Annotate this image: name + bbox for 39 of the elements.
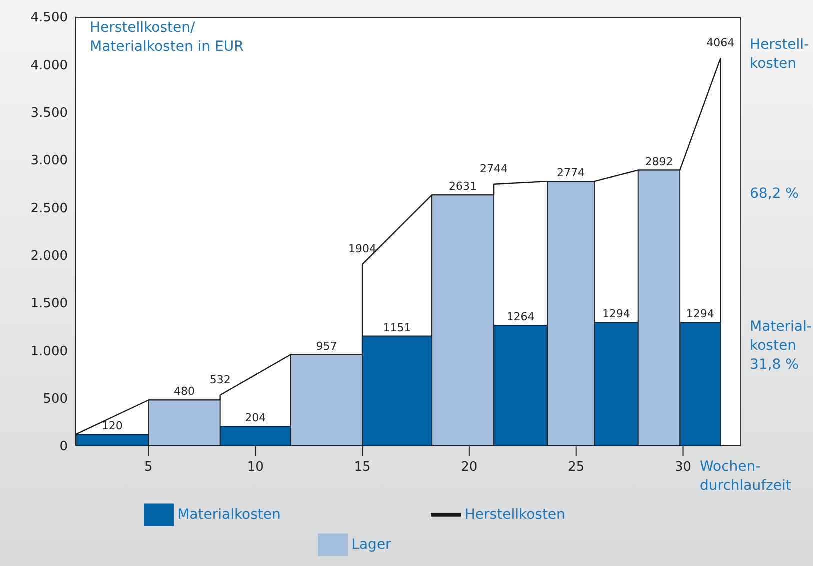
data-label: 1264 — [506, 310, 535, 324]
x-tick-label: 20 — [461, 460, 478, 476]
data-label: 2631 — [449, 180, 478, 194]
y-tick-label: 0 — [60, 440, 68, 455]
data-label: 4064 — [706, 36, 735, 50]
data-label: 2774 — [557, 166, 586, 180]
y-tick-label: 1.500 — [30, 296, 68, 312]
legend-label: Materialkosten — [178, 507, 281, 524]
y-tick-label: 2.000 — [30, 248, 68, 264]
data-label: 1294 — [686, 308, 714, 321]
data-label: 1904 — [348, 242, 377, 256]
y-tick-label: 2.500 — [30, 201, 68, 216]
legend-label: Herstellkosten — [464, 507, 566, 524]
data-label: 480 — [174, 385, 196, 398]
x-tick-label: 10 — [247, 460, 264, 476]
data-label: 1151 — [383, 321, 412, 334]
data-label: 204 — [245, 412, 266, 425]
data-label: 532 — [210, 373, 231, 386]
data-label: 1294 — [602, 308, 630, 321]
data-label: 120 — [102, 420, 123, 433]
legend-label: Lager — [352, 537, 392, 554]
text: Herstell-kosten — [750, 36, 810, 74]
data-label: 957 — [316, 340, 338, 353]
y-tick-label: 500 — [43, 392, 68, 407]
x-tick-label: 15 — [354, 460, 371, 476]
x-tick-label: 25 — [568, 460, 585, 476]
y-tick-label: 1.000 — [30, 344, 68, 360]
y-axis-title: Herstellkosten/ Materialkosten in EUR — [90, 19, 245, 57]
data-label: 2744 — [480, 162, 508, 176]
text: Material-kosten 31,8 % — [750, 318, 812, 375]
x-tick-label: 30 — [674, 460, 692, 476]
text: 68,2 % — [750, 185, 800, 204]
y-tick-label: 4.000 — [30, 58, 68, 74]
x-axis-title: Wochen-durchlaufzeit — [700, 458, 792, 496]
y-tick-label: 4.500 — [30, 10, 68, 26]
y-tick-label: 3.000 — [30, 154, 68, 169]
y-tick-label: 3.500 — [30, 106, 68, 121]
x-tick-label: 5 — [144, 460, 153, 476]
data-label: 2892 — [645, 155, 674, 168]
